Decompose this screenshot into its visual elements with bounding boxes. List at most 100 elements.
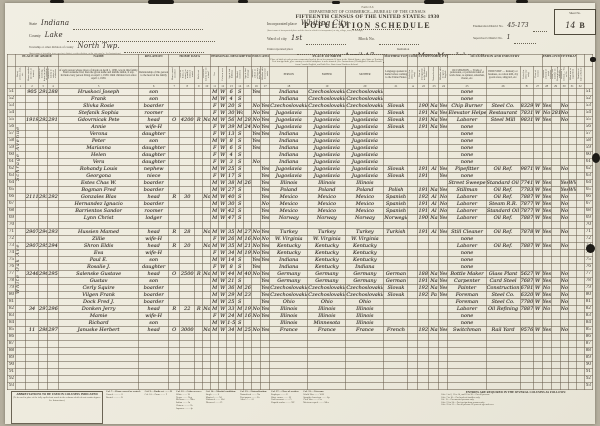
cell-codeAB (407, 242, 419, 251)
cell-nat (428, 235, 440, 244)
abbrev-columns: Col. 7.—Home owned or rented: Owned .....… (106, 390, 438, 424)
cell-val (179, 158, 196, 167)
cell-farmno (575, 172, 585, 181)
cell-ind: Steel Co. (485, 291, 521, 300)
cell-radio (194, 242, 204, 251)
cell-color: W (218, 284, 228, 293)
column-header-war: What war or expedition (567, 66, 577, 85)
cell-war (567, 375, 577, 384)
cell-sch: No (251, 305, 262, 314)
cell-mar: S (235, 88, 245, 97)
cell-ind (485, 221, 521, 230)
cell-farmno (575, 347, 585, 356)
abbrev-column: Col. 23.—Naturalization: Naturalized ....… (239, 390, 267, 402)
table-row: 84 Richard son M W 1-5 S Illinois Minnesota Illin… (7, 319, 594, 328)
cell-val (179, 298, 196, 307)
cell-emp1 (541, 375, 552, 384)
cell-farm (202, 186, 212, 195)
cell-mar: S (235, 256, 245, 265)
cell-bp (269, 354, 309, 363)
cell-read: Yes (260, 165, 271, 174)
cell-vet (559, 158, 569, 167)
cell-occode: 7831 (519, 109, 534, 118)
cell-imm (417, 305, 430, 314)
cell-vet (559, 130, 569, 139)
cell-eng: Yes (438, 270, 449, 279)
cell-ind (485, 375, 521, 384)
column-header-bp: PERSON (269, 66, 309, 85)
table-row: 87 87 (7, 340, 594, 349)
cell-sch: No (251, 242, 262, 251)
cell-vet (559, 368, 569, 377)
cell-name: Stefanik Sophia (58, 109, 140, 118)
cell-dwell (38, 312, 49, 321)
column-group-header: NAME (58, 53, 140, 68)
cell-val (179, 375, 196, 384)
cell-agem (243, 221, 253, 230)
cell-fam (47, 256, 60, 265)
cell-sch (251, 368, 262, 377)
cell-sch (251, 375, 262, 384)
cell-read (260, 375, 271, 384)
cell-emp1 (541, 347, 552, 356)
cell-read (260, 137, 271, 146)
census-title: FIFTEENTH CENSUS OF THE UNITED STATES: 1… (295, 14, 440, 20)
cell-radio (194, 88, 204, 97)
cell-house (24, 284, 40, 293)
cell-agem (243, 382, 253, 391)
cell-dwell: 293 (38, 193, 49, 202)
cell-emp1: Yes (541, 326, 552, 335)
cell-name: Gonzales Blas (58, 193, 140, 202)
cell-ten (168, 347, 181, 356)
cell-farm (202, 130, 212, 139)
cell-bf: Illinois (307, 312, 347, 321)
cell-read (260, 88, 271, 97)
column-header-worker: Class of worker (532, 66, 543, 85)
sheet-label: Sheet No. (569, 11, 581, 15)
cell-sch (251, 95, 262, 104)
cell-ten: R (168, 228, 181, 237)
cell-sch (251, 214, 262, 223)
cell-bp: Mexico (269, 207, 309, 216)
township-value: North Twp. (77, 42, 120, 50)
cell-occode (519, 144, 534, 153)
cell-nat (428, 158, 440, 167)
cell-color: W (218, 95, 228, 104)
cell-vet (559, 172, 569, 181)
cell-eng: Yes (438, 214, 449, 223)
cell-val (179, 221, 196, 230)
cell-sch: No (251, 235, 262, 244)
cell-nat (428, 221, 440, 230)
cell-sex: M (210, 88, 220, 97)
cell-farmno (575, 186, 585, 195)
cell-ten: R (168, 242, 181, 251)
cell-house (24, 298, 40, 307)
abbrev-column: Col. 27.—Class of worker: Employer ......… (270, 390, 300, 405)
cell-occode: 7687 (519, 277, 534, 286)
cell-sch (251, 291, 262, 300)
cell-farmno (575, 326, 585, 335)
cell-imm (417, 312, 430, 321)
cell-tongue: German (383, 277, 409, 286)
cell-name (58, 375, 140, 384)
cell-tongue: French (383, 326, 409, 335)
block-label: Block No. (358, 36, 375, 41)
cell-val (179, 354, 196, 363)
cell-ind (485, 312, 521, 321)
cell-read: Yes (260, 291, 271, 300)
cell-agem (243, 263, 253, 272)
cell-house (24, 200, 40, 209)
cell-fam: 293 (47, 228, 60, 237)
cell-agem (243, 298, 253, 307)
cell-val (179, 214, 196, 223)
cell-read (260, 95, 271, 104)
cell-nat (428, 263, 440, 272)
cell-val (179, 284, 196, 293)
cell-mar: S (235, 102, 245, 111)
cell-farmno (575, 88, 585, 97)
cell-val (179, 151, 196, 160)
cell-war (567, 242, 577, 251)
cell-mar: S (235, 319, 245, 328)
cell-rel: head (138, 305, 170, 314)
